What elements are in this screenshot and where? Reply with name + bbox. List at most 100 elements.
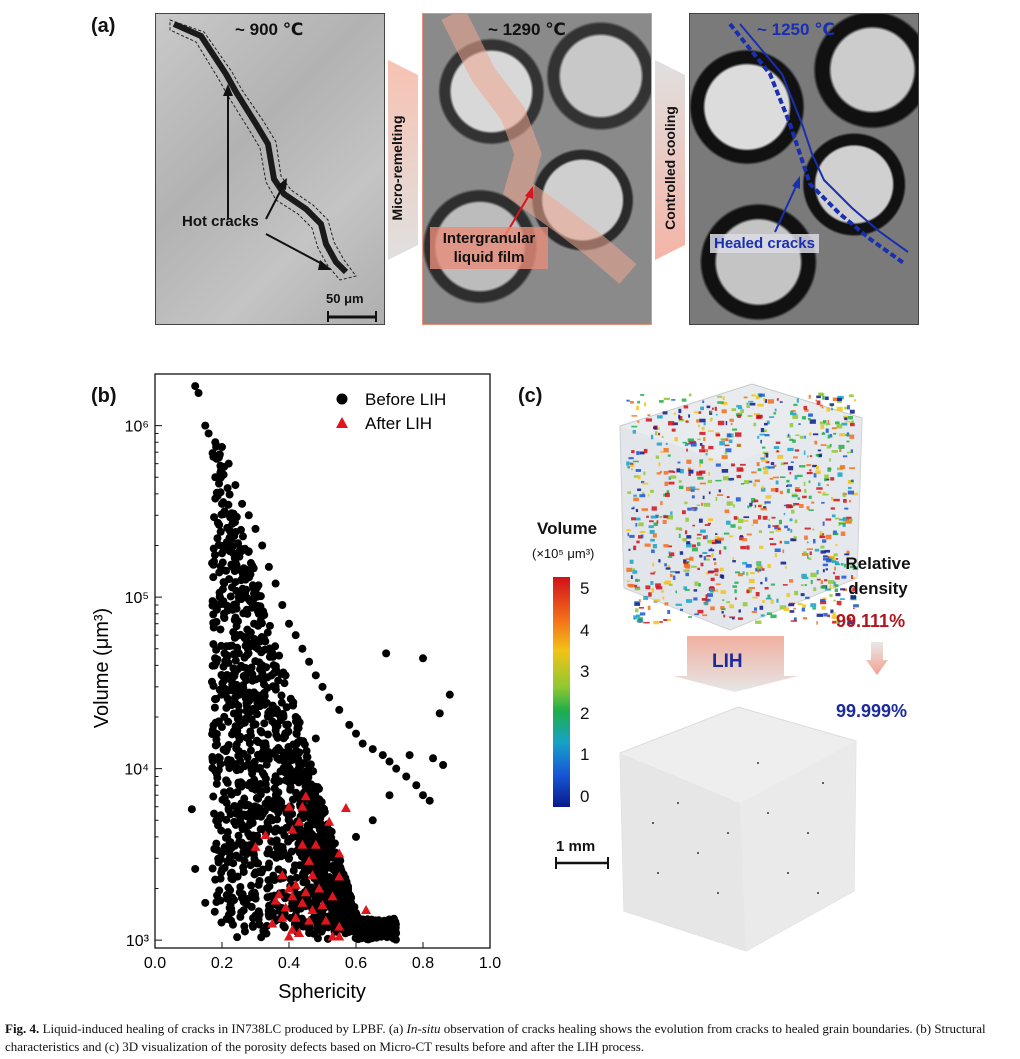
pore-voxel: [816, 465, 819, 470]
before-lih-cloud-point: [234, 649, 243, 658]
pore-voxel: [691, 508, 696, 511]
pore-voxel: [751, 524, 754, 527]
pore-voxel: [636, 451, 640, 455]
pore-voxel: [827, 614, 831, 618]
pore-voxel: [742, 571, 745, 575]
before-lih-cloud-point: [251, 675, 260, 684]
before-lih-cloud-point: [237, 893, 246, 902]
before-lih-cloud-point: [274, 801, 283, 810]
pore-voxel: [688, 616, 692, 618]
pore-voxel: [707, 479, 713, 484]
before-lih-cloud-point: [372, 930, 381, 939]
before-lih-cloud-point: [232, 766, 241, 775]
pore-voxel: [662, 411, 668, 415]
pore-voxel: [635, 508, 639, 513]
pore-voxel: [767, 594, 771, 599]
x-tick-label: 1.0: [479, 955, 501, 972]
before-lih-cloud-point: [314, 873, 323, 882]
pore-voxel: [754, 479, 761, 483]
pore-voxel: [698, 424, 700, 428]
pore-voxel: [815, 454, 821, 457]
pore-voxel: [840, 598, 845, 600]
pore-voxel: [763, 397, 766, 401]
pore-voxel: [697, 609, 704, 614]
before-lih-cloud-point: [255, 702, 264, 711]
pore-voxel: [839, 518, 845, 521]
before-lih-point: [368, 816, 377, 825]
before-lih-cloud-point: [221, 843, 230, 852]
before-lih-point: [218, 443, 226, 452]
pore-voxel: [729, 616, 736, 619]
before-lih-cloud-point: [209, 544, 218, 553]
before-lih-cloud-point: [276, 767, 285, 776]
pore-voxel: [789, 471, 792, 475]
pore-voxel: [693, 597, 698, 601]
before-lih-cloud-point: [212, 816, 221, 825]
before-lih-cloud-point: [351, 908, 360, 917]
pore-voxel: [631, 415, 638, 417]
pore-voxel: [700, 406, 705, 411]
pore-voxel: [820, 585, 827, 589]
pore-voxel: [789, 438, 794, 441]
pore-voxel: [793, 607, 796, 610]
pore-voxel: [837, 619, 840, 624]
pore-voxel: [740, 409, 744, 413]
pore-voxel: [789, 579, 794, 583]
pore-voxel: [670, 475, 677, 479]
before-lih-cloud-point: [244, 547, 253, 556]
pore-voxel: [816, 613, 824, 617]
density-after-value: 99.999%: [836, 701, 908, 721]
before-lih-cloud-point: [216, 855, 225, 864]
before-lih-point: [298, 644, 307, 653]
pore-voxel: [824, 396, 829, 400]
y-tick-label: 10³: [126, 933, 150, 950]
before-lih-point: [191, 382, 200, 391]
pore-voxel: [722, 396, 725, 401]
pore-voxel: [648, 525, 654, 529]
pore-voxel: [732, 428, 738, 431]
micrograph-1250c: [689, 13, 919, 325]
pore-voxel: [779, 605, 787, 610]
pore-voxel: [829, 403, 835, 406]
pore-voxel: [793, 503, 795, 507]
pore-voxel: [652, 562, 655, 567]
before-lih-cloud-point: [288, 774, 297, 783]
pore-voxel: [774, 548, 781, 553]
before-lih-cloud-point: [226, 838, 235, 847]
pore-voxel: [737, 518, 744, 523]
before-lih-cloud-point: [324, 923, 333, 932]
pore-voxel: [721, 409, 727, 414]
before-lih-cloud-point: [279, 847, 288, 856]
pore-voxel: [789, 610, 795, 613]
pore-voxel: [830, 477, 835, 481]
before-lih-cloud-point: [286, 875, 295, 884]
before-lih-cloud-point: [360, 928, 369, 937]
pore-voxel: [849, 565, 856, 569]
relative-density-line-2: density: [848, 579, 908, 598]
pore-voxel: [830, 408, 834, 411]
pore-voxel: [737, 617, 743, 620]
pore-voxel: [752, 482, 757, 487]
pore-voxel: [822, 557, 830, 561]
pore-voxel: [779, 401, 783, 403]
pore-voxel: [760, 581, 763, 585]
pore-voxel: [777, 454, 784, 459]
pore-voxel: [635, 517, 641, 521]
pore-voxel: [718, 489, 722, 493]
before-lih-cloud-point: [211, 654, 220, 663]
after-lih-point: [297, 801, 308, 811]
pore-voxel: [726, 601, 731, 604]
pore-voxel: [793, 456, 798, 459]
pore-voxel: [764, 453, 769, 458]
pore-voxel: [686, 459, 692, 464]
before-lih-point: [445, 690, 454, 699]
before-lih-cloud-point: [237, 662, 246, 671]
pore-voxel: [760, 439, 762, 444]
pore-voxel: [655, 455, 660, 459]
pore-voxel: [823, 612, 828, 617]
pore-voxel: [736, 444, 740, 447]
before-lih-cloud-point: [207, 677, 216, 686]
pore-voxel: [820, 545, 825, 549]
pore-voxel: [696, 542, 701, 547]
pore-voxel: [832, 397, 838, 402]
